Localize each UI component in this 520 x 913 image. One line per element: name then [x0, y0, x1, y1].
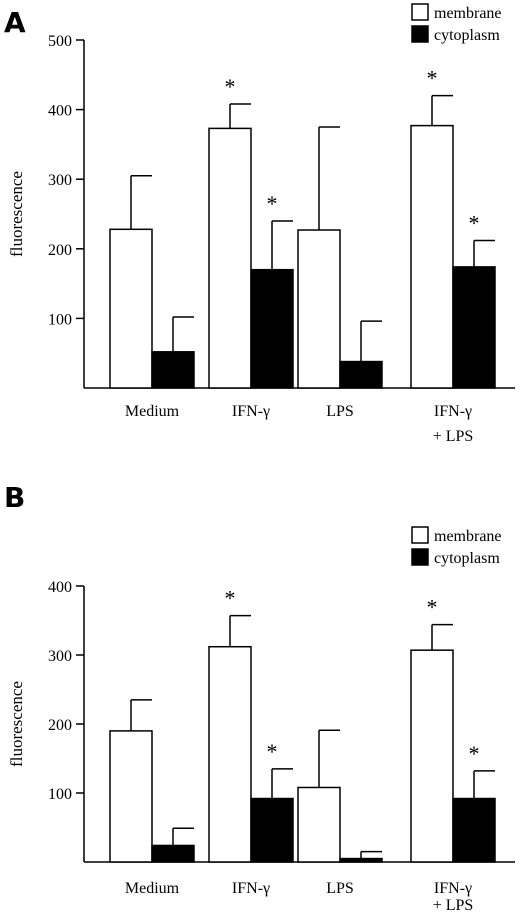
panel-b-bar-membrane: [109, 730, 153, 863]
panel-b-letter: B: [4, 481, 25, 514]
panel-a-bar-cytoplasm: [250, 268, 294, 389]
panel-a-bar-membrane: [109, 228, 153, 389]
panel-a-bar-membrane: [208, 127, 252, 389]
panel-b-bar-membrane: [410, 649, 454, 863]
panel-b-category-label: IFN-γ: [232, 880, 270, 897]
panel-b-bar-cytoplasm: [151, 844, 195, 863]
panel-a-bar-cytoplasm: [151, 351, 195, 389]
panel-a-significance-star: *: [469, 210, 480, 235]
panel-a-legend-label-membrane: membrane: [434, 5, 502, 22]
panel-b-significance-star: *: [427, 595, 438, 620]
panel-a-significance-star: *: [267, 191, 278, 216]
panel-a-y-tick-label: 500: [48, 33, 72, 50]
panel-b-bar-cytoplasm: [339, 857, 383, 863]
panel-a-significance-star: *: [225, 74, 236, 99]
panel-b-y-axis-title: fluorescence: [7, 681, 26, 767]
panel-b-y-tick-label: 400: [48, 579, 72, 596]
panel-a-bar-membrane: [410, 124, 454, 389]
panel-a-category-label: IFN-γ: [232, 403, 270, 420]
panel-b-bar-cytoplasm: [452, 797, 496, 863]
panel-a-legend-label-cytoplasm: cytoplasm: [434, 27, 500, 44]
panel-a-category-label: Medium: [125, 403, 180, 420]
panel-a-legend-swatch-cytoplasm: [411, 25, 429, 43]
panel-b-significance-star: *: [225, 586, 236, 611]
panel-a-significance-star: *: [427, 66, 438, 91]
panel-a-bar-cytoplasm: [452, 266, 496, 389]
panel-a-y-tick-label: 400: [48, 103, 72, 120]
panel-a-bar-membrane: [297, 229, 341, 389]
panel-b-legend-label-cytoplasm: cytoplasm: [434, 550, 500, 567]
panel-b-y-tick-label: 300: [48, 648, 72, 665]
panel-a-category-label: + LPS: [433, 428, 474, 445]
panel-a-letter: A: [4, 6, 26, 39]
panel-b-legend-label-membrane: membrane: [434, 528, 502, 545]
panel-a-category-label: IFN-γ: [434, 403, 472, 420]
panel-b-category-label: LPS: [326, 880, 354, 897]
panel-b-bar-cytoplasm: [250, 797, 294, 863]
panel-a-y-tick-label: 300: [48, 172, 72, 189]
panel-a-category-label: LPS: [326, 403, 354, 420]
panel-b-category-label: Medium: [125, 880, 180, 897]
panel-b-significance-star: *: [267, 739, 278, 764]
panel-b-legend-swatch-membrane: [411, 526, 429, 544]
panel-a-bar-cytoplasm: [339, 360, 383, 389]
panel-a-y-tick-label: 200: [48, 242, 72, 259]
panel-b-bar-membrane: [297, 786, 341, 863]
panel-b-bar-membrane: [208, 645, 252, 863]
panel-b-category-label: IFN-γ: [434, 880, 472, 897]
panel-a-y-axis-title: fluorescence: [7, 171, 26, 257]
panel-b-y-tick-label: 200: [48, 717, 72, 734]
panel-b-legend-swatch-cytoplasm: [411, 548, 429, 566]
panel-a-y-tick-label: 100: [48, 311, 72, 328]
panel-b-category-label: + LPS: [433, 897, 474, 913]
panel-b-significance-star: *: [469, 741, 480, 766]
panel-b-y-tick-label: 100: [48, 786, 72, 803]
panel-a-legend-swatch-membrane: [411, 3, 429, 21]
